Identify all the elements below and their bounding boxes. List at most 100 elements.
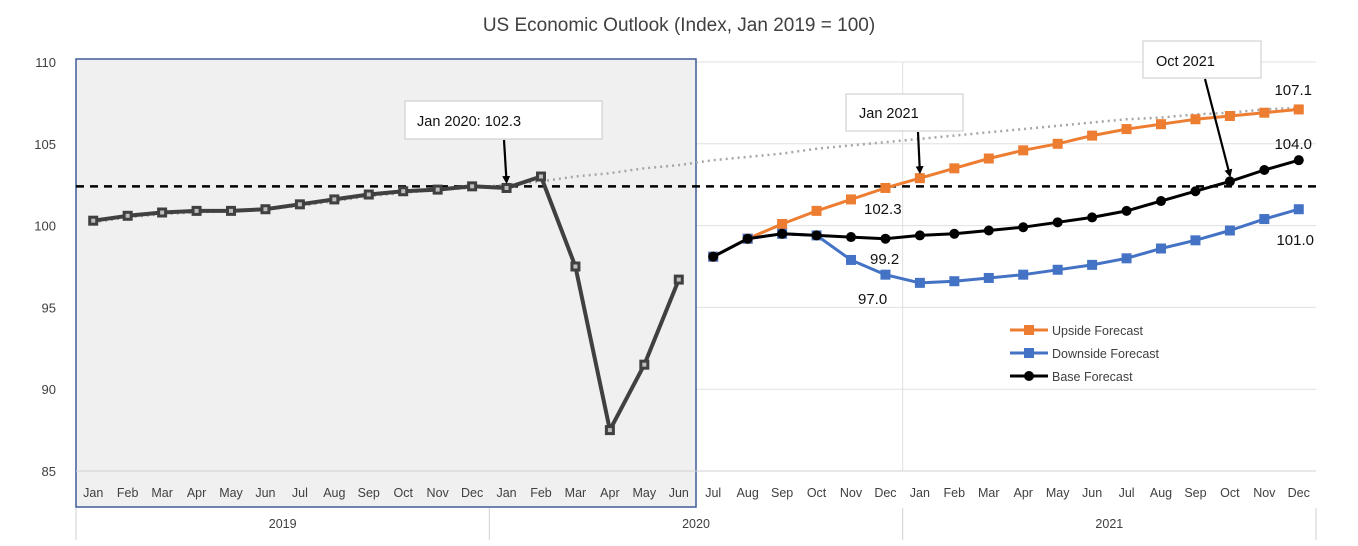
history-marker-inner	[194, 208, 199, 213]
history-marker-inner	[504, 185, 509, 190]
base-marker	[914, 230, 925, 241]
x-tick-label: Dec	[874, 486, 896, 500]
history-marker-inner	[470, 184, 475, 189]
downside-marker	[1156, 243, 1166, 254]
history-marker-inner	[332, 197, 337, 202]
x-tick-label: Mar	[978, 486, 1000, 500]
base-marker	[846, 232, 856, 243]
value-label-base-end: 104.0	[1274, 136, 1312, 153]
x-tick-label: Apr	[600, 486, 619, 500]
chart-title: US Economic Outlook (Index, Jan 2019 = 1…	[483, 15, 875, 36]
downside-forecast-line	[712, 207, 1300, 285]
x-tick-label: Jul	[1119, 486, 1135, 500]
x-tick-label: Jul	[705, 486, 721, 500]
upside-marker	[1087, 130, 1098, 141]
x-tick-label: Oct	[1220, 486, 1240, 500]
year-label: 2020	[682, 517, 710, 531]
value-label-downside-dec2020: 97.0	[858, 291, 887, 308]
history-marker-inner	[263, 207, 268, 212]
y-axis: 85 90 95 100 105 110	[34, 55, 56, 479]
base-marker	[1087, 212, 1098, 223]
downside-marker	[1087, 259, 1098, 270]
base-marker	[983, 225, 994, 236]
x-axis: Jan Feb Mar Apr May Jun Jul Aug Sep Oct Nov Dec Jan F…	[75, 470, 1317, 540]
x-tick-label: Jul	[292, 486, 308, 500]
base-marker	[1156, 196, 1166, 207]
trend-dotted-line	[93, 106, 1299, 224]
shaded-period	[75, 58, 697, 508]
x-tick-label: Sep	[771, 486, 793, 500]
upside-marker	[1259, 107, 1270, 118]
x-tick-label: Aug	[323, 486, 345, 500]
upside-marker	[1018, 145, 1029, 156]
value-label-base-dec2020: 99.2	[870, 251, 899, 268]
legend-swatch-marker	[1024, 371, 1034, 381]
annotation-jan-2021: Jan 2021	[845, 93, 964, 175]
history-marker-inner	[160, 210, 165, 215]
base-marker	[811, 230, 822, 241]
downside-marker	[949, 276, 960, 287]
x-tick-label: Mar	[151, 486, 173, 500]
annotation-box	[845, 93, 964, 132]
x-tick-label: Mar	[565, 486, 587, 500]
upside-forecast-line	[712, 107, 1299, 259]
legend-label: Downside Forecast	[1052, 347, 1160, 361]
downside-marker	[1018, 269, 1029, 280]
base-marker	[880, 233, 891, 244]
history-marker-inner	[676, 277, 681, 282]
base-marker	[742, 233, 753, 244]
history-marker-inner	[91, 218, 96, 223]
legend-swatch-marker	[1024, 348, 1034, 358]
history-marker-inner	[642, 362, 647, 367]
y-tick-label: 95	[42, 300, 56, 315]
base-marker	[708, 251, 719, 262]
y-tick-label: 105	[34, 137, 56, 152]
history-marker-inner	[297, 202, 302, 207]
base-marker	[1293, 155, 1304, 166]
x-tick-label: Sep	[1184, 486, 1206, 500]
annotation-arrow	[915, 131, 924, 175]
annotation-label: Jan 2020: 102.3	[417, 114, 521, 130]
history-marker-inner	[401, 189, 406, 194]
x-tick-label: Oct	[393, 486, 413, 500]
x-tick-label: Nov	[427, 486, 450, 500]
base-marker	[1190, 186, 1201, 197]
history-marker-inner	[366, 192, 371, 197]
annotation-box	[1142, 40, 1262, 79]
upside-marker	[1156, 119, 1166, 130]
history-marker-inner	[125, 213, 130, 218]
x-tick-label: Jan	[496, 486, 516, 500]
base-forecast-line	[712, 158, 1300, 259]
base-marker	[1224, 176, 1235, 187]
history-marker-inner	[607, 428, 612, 433]
history-line	[92, 174, 681, 433]
upside-marker	[983, 153, 994, 164]
year-label: 2021	[1095, 517, 1123, 531]
upside-marker	[846, 194, 856, 205]
annotation-label: Jan 2021	[859, 106, 919, 122]
upside-marker	[811, 205, 822, 216]
downside-marker	[1052, 264, 1063, 275]
x-tick-label: Feb	[944, 486, 966, 500]
downside-marker	[1121, 253, 1132, 264]
x-tick-label: Jun	[669, 486, 689, 500]
x-tick-label: Jan	[83, 486, 103, 500]
x-tick-label: Nov	[840, 486, 863, 500]
y-tick-label: 85	[42, 464, 56, 479]
upside-marker	[914, 173, 925, 184]
x-tick-label: Feb	[530, 486, 552, 500]
upside-marker	[777, 218, 788, 229]
year-label: 2019	[269, 517, 297, 531]
downside-marker	[1293, 204, 1304, 215]
x-tick-label: Aug	[737, 486, 759, 500]
downside-marker	[846, 254, 856, 265]
downside-marker	[983, 272, 994, 283]
upside-marker	[1190, 114, 1201, 125]
value-label-upside-end: 107.1	[1274, 82, 1312, 99]
legend-label: Base Forecast	[1052, 370, 1133, 384]
upside-marker	[1224, 110, 1235, 121]
x-tick-label: Aug	[1150, 486, 1172, 500]
annotation-label: Oct 2021	[1156, 54, 1215, 70]
base-marker	[1121, 205, 1132, 216]
